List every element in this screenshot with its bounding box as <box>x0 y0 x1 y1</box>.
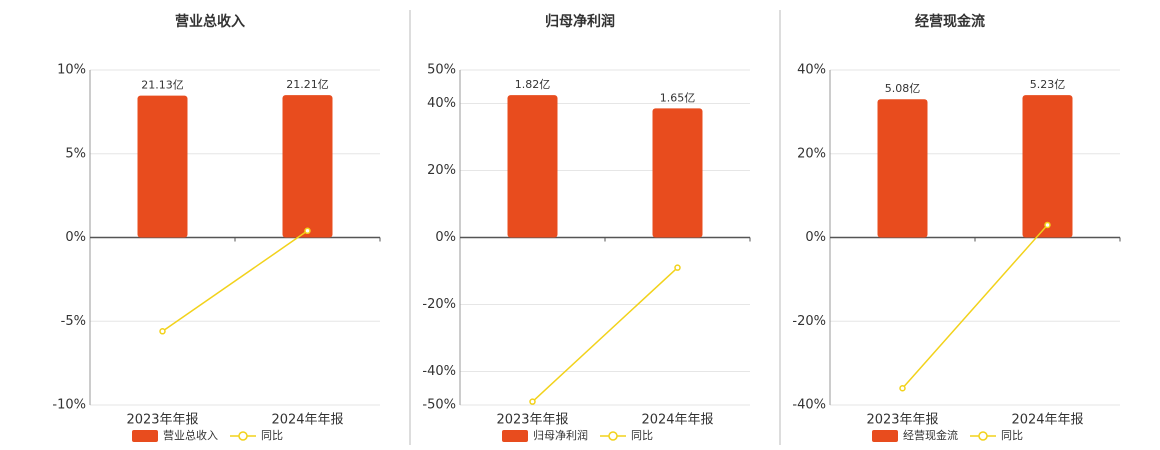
bar <box>1022 95 1073 238</box>
y-tick-label: 0% <box>65 230 86 245</box>
y-tick-label: -40% <box>422 364 456 379</box>
x-tick-label: 2024年年报 <box>1011 413 1083 428</box>
y-tick-label: 20% <box>427 163 456 178</box>
legend-label: 归母净利润 <box>533 428 588 442</box>
x-tick-label: 2024年年报 <box>271 413 343 428</box>
y-tick-label: -20% <box>422 297 456 312</box>
legend-swatch <box>502 430 528 442</box>
legend-marker <box>608 431 618 441</box>
bar <box>137 95 188 238</box>
value-label: 21.21亿 <box>286 78 329 91</box>
bar <box>282 95 333 238</box>
legend-marker <box>238 431 248 441</box>
x-tick-label: 2023年年报 <box>866 413 938 428</box>
y-tick-label: 0% <box>435 230 456 245</box>
yoy-line <box>901 224 1049 389</box>
x-tick-label: 2023年年报 <box>126 413 198 428</box>
value-label: 5.23亿 <box>1030 78 1066 91</box>
bar <box>877 99 928 238</box>
y-tick-label: -5% <box>61 314 86 329</box>
legend-label: 营业总收入 <box>163 428 218 442</box>
yoy-point <box>899 385 906 392</box>
legend-label: 经营现金流 <box>903 428 958 442</box>
chart-title: 营业总收入 <box>175 13 245 30</box>
y-tick-label: -20% <box>792 314 826 329</box>
chart-title: 归母净利润 <box>545 13 615 30</box>
chart-title: 经营现金流 <box>915 13 985 30</box>
legend-swatch <box>132 430 158 442</box>
value-label: 21.13亿 <box>141 79 184 92</box>
y-tick-label: 40% <box>797 63 826 78</box>
value-label: 5.08亿 <box>885 82 921 95</box>
yoy-line <box>162 230 308 332</box>
yoy-point <box>159 328 166 335</box>
yoy-point <box>304 227 311 235</box>
legend-swatch <box>872 430 898 442</box>
legend-marker <box>978 431 988 441</box>
y-tick-label: 20% <box>797 146 826 161</box>
yoy-line <box>531 267 679 403</box>
yoy-point <box>529 398 536 405</box>
bar <box>507 95 558 238</box>
y-tick-label: 10% <box>57 63 86 78</box>
x-tick-label: 2023年年报 <box>496 413 568 428</box>
legend-label: 同比 <box>631 429 653 442</box>
y-tick-label: 40% <box>427 96 456 111</box>
y-tick-label: -40% <box>792 398 826 413</box>
legend-label: 同比 <box>261 429 283 442</box>
yoy-point <box>1044 221 1051 229</box>
y-tick-label: -50% <box>422 398 456 413</box>
yoy-point <box>674 264 681 271</box>
y-tick-label: 50% <box>427 63 456 78</box>
y-tick-label: 0% <box>805 230 826 245</box>
y-tick-label: 5% <box>65 146 86 161</box>
y-tick-label: -10% <box>52 398 86 413</box>
x-tick-label: 2024年年报 <box>641 413 713 428</box>
value-label: 1.82亿 <box>515 78 551 91</box>
legend-label: 同比 <box>1001 429 1023 442</box>
value-label: 1.65亿 <box>660 91 696 104</box>
bar <box>652 108 703 238</box>
